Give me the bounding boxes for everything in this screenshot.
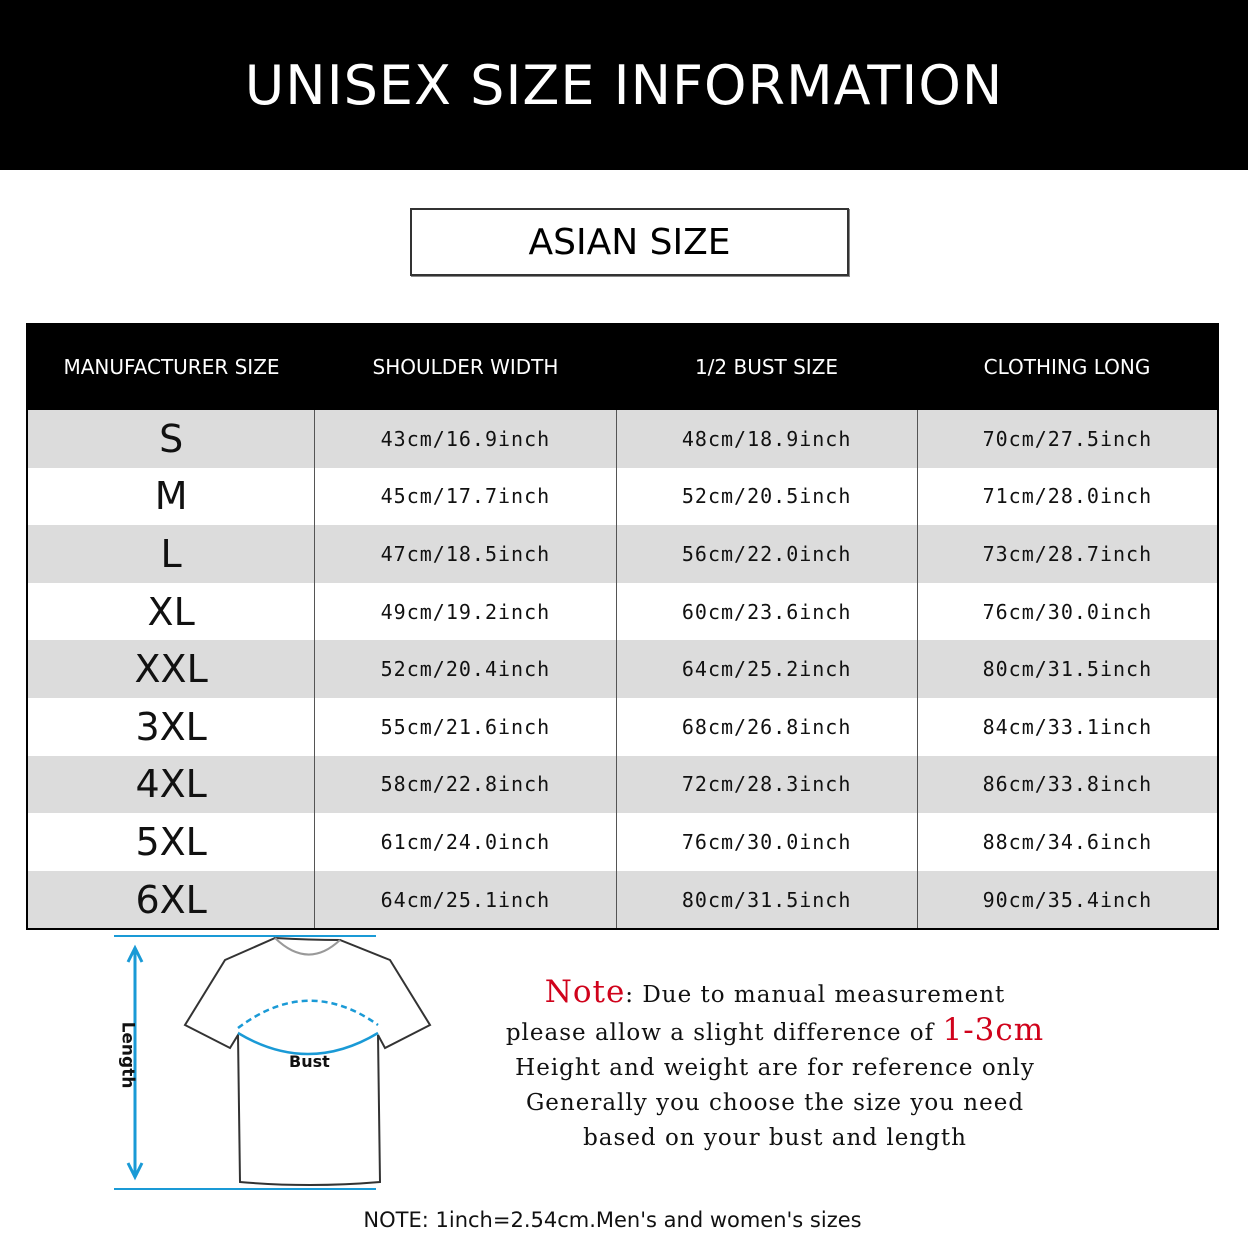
table-row: XL 49cm/19.2inch 60cm/23.6inch 76cm/30.0inc…: [28, 582, 1217, 641]
table-row: 6XL 64cm/25.1inch 80cm/31.5inch 90cm/35.4in…: [28, 870, 1217, 929]
cell-bust-size: 68cm/26.8inch: [615, 697, 917, 756]
cell-shoulder-width: 64cm/25.1inch: [314, 870, 615, 929]
cell-size: 5XL: [135, 819, 207, 864]
cell-shoulder-width: 49cm/19.2inch: [314, 582, 615, 641]
table-row: S 43cm/16.9inch 48cm/18.9inch 70cm/27.5inch: [28, 410, 1217, 468]
header-shoulder-width: SHOULDER WIDTH: [372, 354, 559, 379]
cell-bust-size: 64cm/25.2inch: [615, 640, 917, 698]
cell-clothing-long: 71cm/28.0inch: [916, 467, 1217, 526]
cell-bust-size: 60cm/23.6inch: [615, 582, 917, 641]
cell-clothing-long: 76cm/30.0inch: [916, 582, 1217, 641]
cell-bust-size: 76cm/30.0inch: [615, 813, 917, 871]
cell-clothing-long: 86cm/33.8inch: [916, 755, 1217, 814]
cell-bust-size: 72cm/28.3inch: [615, 755, 917, 814]
cell-clothing-long: 73cm/28.7inch: [916, 525, 1217, 583]
cell-shoulder-width: 43cm/16.9inch: [314, 410, 615, 468]
conversion-footnote: NOTE: 1inch=2.54cm.Men's and women's siz…: [363, 1208, 862, 1232]
table-row: XXL 52cm/20.4inch 64cm/25.2inch 80cm/31.5in…: [28, 640, 1217, 698]
title-banner: UNISEX SIZE INFORMATION: [0, 0, 1248, 170]
note-label: Note: [544, 974, 626, 1010]
cell-bust-size: 52cm/20.5inch: [615, 467, 917, 526]
header-manufacturer-size: MANUFACTURER SIZE: [63, 354, 280, 379]
tshirt-icon: [183, 936, 432, 1186]
tshirt-diagram: Length Bust: [100, 930, 450, 1200]
cell-size: M: [154, 474, 188, 519]
note-line-5: based on your bust and length: [583, 1125, 967, 1151]
note-line-1: : Due to manual measurement: [625, 982, 1006, 1008]
table-row: M 45cm/17.7inch 52cm/20.5inch 71cm/28.0inch: [28, 467, 1217, 526]
size-region-box: ASIAN SIZE: [410, 208, 849, 276]
cell-bust-size: 56cm/22.0inch: [615, 525, 917, 583]
cell-size: L: [160, 531, 182, 576]
cell-shoulder-width: 52cm/20.4inch: [314, 640, 615, 698]
table-row: 4XL 58cm/22.8inch 72cm/28.3inch 86cm/33.8in…: [28, 755, 1217, 814]
note-range: 1-3cm: [942, 1012, 1045, 1048]
cell-shoulder-width: 47cm/18.5inch: [314, 525, 615, 583]
cell-size: XXL: [134, 647, 208, 692]
cell-size: XL: [147, 589, 195, 634]
cell-size: 4XL: [135, 762, 207, 807]
length-label: Length: [117, 1021, 138, 1089]
table-row: L 47cm/18.5inch 56cm/22.0inch 73cm/28.7inch: [28, 525, 1217, 583]
table-header: MANUFACTURER SIZE SHOULDER WIDTH 1/2 BUS…: [28, 323, 1217, 410]
measurement-note: Note: Due to manual measurement please a…: [440, 975, 1110, 1156]
table-row: 5XL 61cm/24.0inch 76cm/30.0inch 88cm/34.6in…: [28, 813, 1217, 871]
size-region-label: ASIAN SIZE: [528, 221, 731, 263]
header-clothing-long: CLOTHING LONG: [983, 354, 1151, 379]
bust-label: Bust: [289, 1052, 330, 1071]
cell-size: S: [159, 416, 184, 461]
note-line-3: Height and weight are for reference only: [515, 1055, 1035, 1081]
cell-shoulder-width: 61cm/24.0inch: [314, 813, 615, 871]
size-table: MANUFACTURER SIZE SHOULDER WIDTH 1/2 BUS…: [26, 323, 1219, 931]
cell-shoulder-width: 55cm/21.6inch: [314, 697, 615, 756]
cell-clothing-long: 84cm/33.1inch: [916, 697, 1217, 756]
length-arrow-icon: [126, 944, 144, 1181]
cell-size: 3XL: [135, 704, 207, 749]
cell-bust-size: 48cm/18.9inch: [615, 410, 917, 468]
cell-clothing-long: 70cm/27.5inch: [916, 410, 1217, 468]
header-bust-size: 1/2 BUST SIZE: [694, 354, 839, 379]
table-body: S 43cm/16.9inch 48cm/18.9inch 70cm/27.5inch…: [28, 410, 1217, 929]
cell-clothing-long: 88cm/34.6inch: [916, 813, 1217, 871]
page-title: UNISEX SIZE INFORMATION: [244, 53, 1004, 117]
cell-clothing-long: 90cm/35.4inch: [916, 870, 1217, 929]
table-row: 3XL 55cm/21.6inch 68cm/26.8inch 84cm/33.1in…: [28, 697, 1217, 756]
cell-clothing-long: 80cm/31.5inch: [916, 640, 1217, 698]
cell-bust-size: 80cm/31.5inch: [615, 870, 917, 929]
cell-shoulder-width: 58cm/22.8inch: [314, 755, 615, 814]
note-line-2: please allow a slight difference of: [505, 1020, 943, 1046]
cell-shoulder-width: 45cm/17.7inch: [314, 467, 615, 526]
note-line-4: Generally you choose the size you need: [525, 1090, 1025, 1116]
cell-size: 6XL: [135, 877, 207, 922]
